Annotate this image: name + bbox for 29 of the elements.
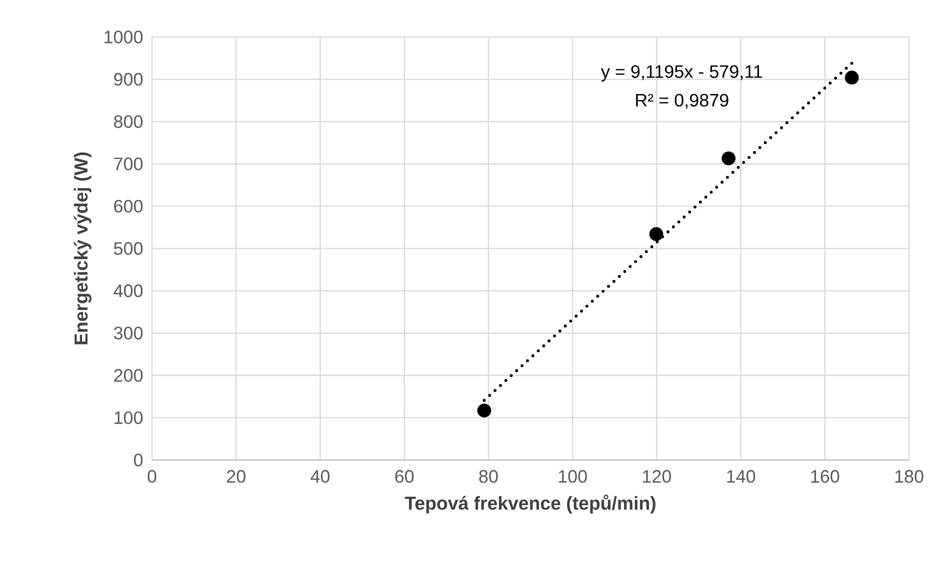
point <box>477 404 492 418</box>
annotation: y = 9,1195x - 579,11 <box>600 65 762 82</box>
x-tick-label: 180 <box>895 470 924 483</box>
y-tick-label: 0 <box>134 454 143 466</box>
y-tick-label: 900 <box>114 72 143 86</box>
point <box>649 227 664 242</box>
y-tick-label: 200 <box>114 369 143 382</box>
y-tick-label: 500 <box>114 242 143 255</box>
x-tick-label: 0 <box>148 470 156 483</box>
y-tick-label: 1000 <box>104 30 143 44</box>
y-tick-label: 300 <box>114 326 143 340</box>
x-tick-label: 20 <box>227 470 246 483</box>
x-tick-label: 120 <box>643 470 671 483</box>
y-axis-title: Energetický výdej (W) <box>74 152 92 344</box>
y-tick-label: 700 <box>114 158 143 170</box>
x-tick-label: 140 <box>727 470 756 483</box>
x-tick-label: 60 <box>395 470 414 483</box>
x-tick-label: 100 <box>558 470 587 483</box>
x-tick-label: 40 <box>310 470 330 483</box>
point <box>722 151 736 166</box>
x-tick-label: 160 <box>811 470 840 483</box>
x-tick-label: 80 <box>479 470 498 483</box>
y-tick-label: 400 <box>114 284 143 298</box>
y-tick-label: 600 <box>114 200 143 213</box>
annotation: R² = 0,9879 <box>636 94 728 109</box>
point <box>844 70 859 85</box>
x-axis-title: Tepová frekvence (tepů/min) <box>404 494 656 514</box>
y-tick-label: 100 <box>114 411 143 424</box>
y-tick-label: 800 <box>114 115 143 128</box>
